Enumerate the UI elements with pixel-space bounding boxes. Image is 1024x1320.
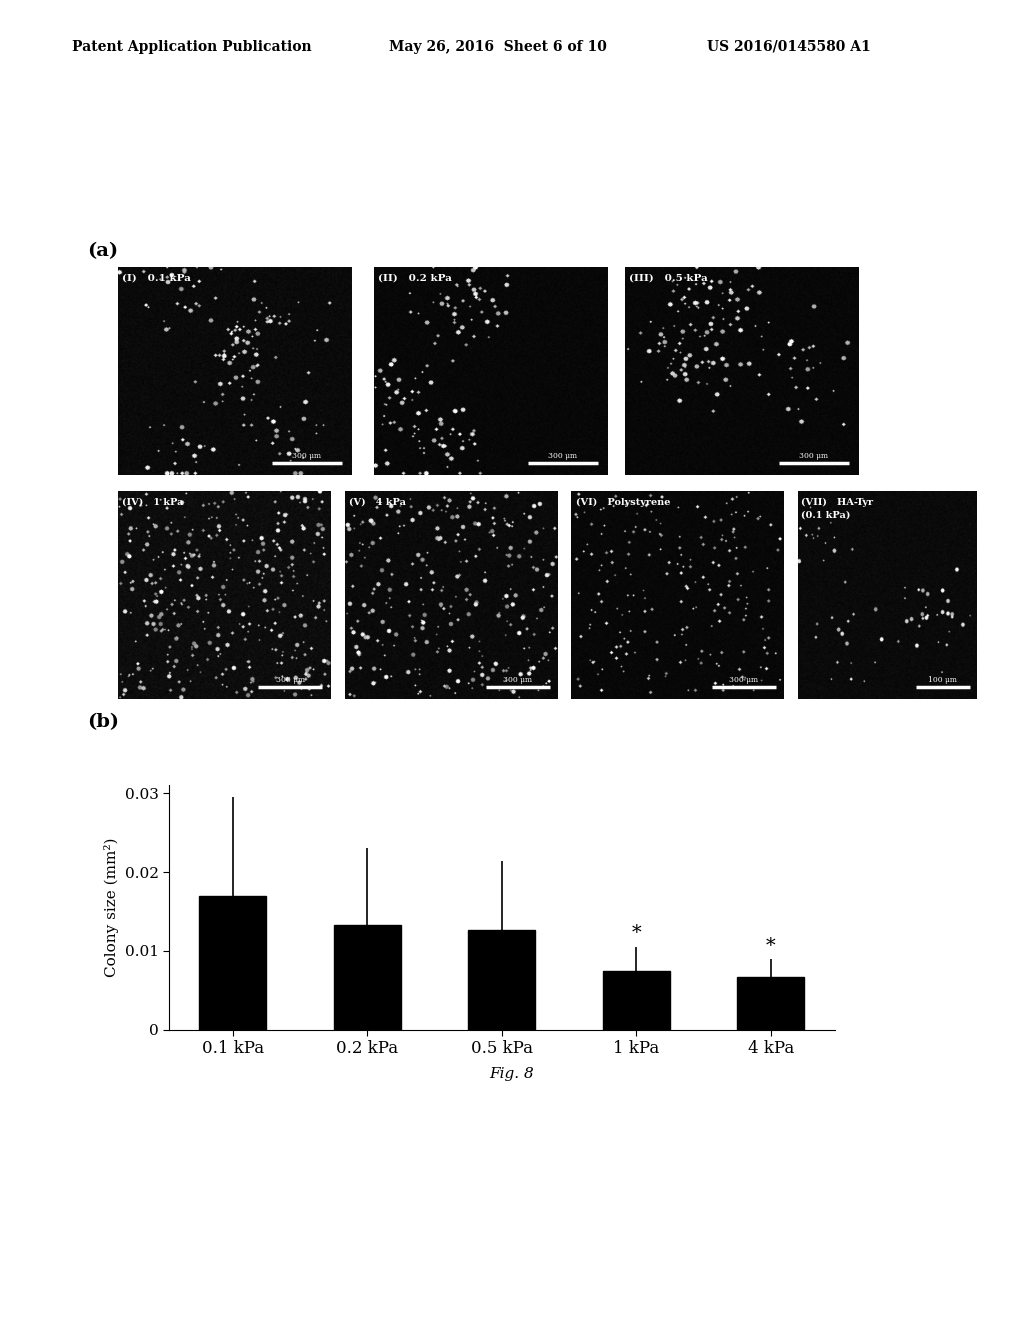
- Text: 300 μm: 300 μm: [729, 676, 759, 684]
- Text: Fig. 8: Fig. 8: [489, 1067, 535, 1081]
- Text: 300 μm: 300 μm: [503, 676, 532, 684]
- Text: May 26, 2016  Sheet 6 of 10: May 26, 2016 Sheet 6 of 10: [389, 40, 607, 54]
- Bar: [468, 929, 536, 1030]
- Bar: [737, 977, 804, 1030]
- Text: (IV)   1 kPa: (IV) 1 kPa: [122, 498, 183, 507]
- Text: (b): (b): [87, 713, 119, 731]
- Text: 300 μm: 300 μm: [799, 451, 828, 459]
- Text: 300 μm: 300 μm: [275, 676, 305, 684]
- Text: (III)   0.5 kPa: (III) 0.5 kPa: [630, 273, 708, 282]
- Text: 100 μm: 100 μm: [929, 676, 957, 684]
- Y-axis label: Colony size (mm²): Colony size (mm²): [104, 838, 119, 977]
- Text: US 2016/0145580 A1: US 2016/0145580 A1: [707, 40, 870, 54]
- Text: Patent Application Publication: Patent Application Publication: [72, 40, 311, 54]
- Text: (a): (a): [87, 242, 118, 260]
- Text: (V)   4 kPa: (V) 4 kPa: [349, 498, 407, 507]
- Text: (I)   0.1 kPa: (I) 0.1 kPa: [123, 273, 191, 282]
- Text: 300 μm: 300 μm: [548, 451, 578, 459]
- Bar: [200, 896, 266, 1030]
- Text: (II)   0.2 kPa: (II) 0.2 kPa: [379, 273, 453, 282]
- Bar: [602, 970, 670, 1030]
- Text: (VII)   HA-Tyr: (VII) HA-Tyr: [801, 498, 873, 507]
- Text: *: *: [632, 924, 641, 942]
- Bar: [334, 925, 401, 1030]
- Text: *: *: [766, 937, 775, 954]
- Text: (0.1 kPa): (0.1 kPa): [801, 511, 851, 520]
- Text: 300 μm: 300 μm: [292, 451, 322, 459]
- Text: (VI)   Polystyrene: (VI) Polystyrene: [575, 498, 670, 507]
